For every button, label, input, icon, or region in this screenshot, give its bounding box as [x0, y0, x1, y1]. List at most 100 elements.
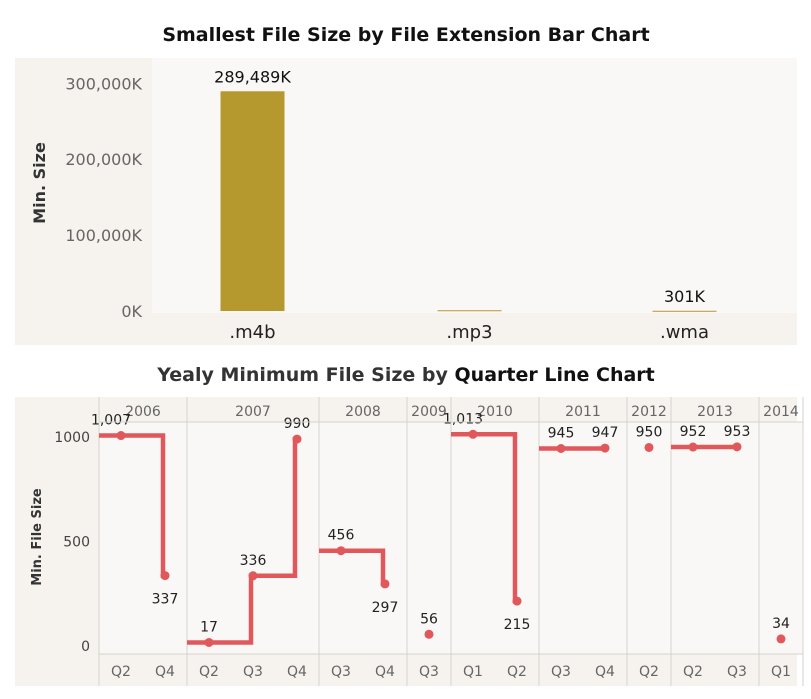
line-data-label: 945 [548, 425, 575, 441]
line-data-label: 56 [420, 611, 438, 627]
bar-chart: Smallest File Size by File Extension Bar… [15, 24, 797, 345]
year-plot-area [626, 421, 672, 655]
year-header-label: 2010 [477, 404, 513, 420]
line-chart-title: Yealy Minimum File Size by Quarter Line … [156, 364, 655, 386]
line-data-label: 953 [724, 424, 751, 440]
quarter-tick-label: Q2 [683, 664, 703, 680]
line-chart-title-prefix: Yealy Minimum File Size by [156, 364, 454, 386]
year-pane-2013: 2013 952 Q2 953 Q3 [670, 397, 760, 686]
line-point [248, 571, 258, 581]
quarter-tick-label: Q3 [331, 664, 351, 680]
year-plot-area [538, 421, 628, 655]
year-header-label: 2014 [763, 404, 799, 420]
quarter-tick-label: Q2 [111, 664, 131, 680]
line-point [424, 629, 434, 639]
bar-chart-title: Smallest File Size by File Extension Bar… [162, 24, 649, 46]
line-data-label: 297 [372, 600, 399, 616]
line-point [116, 431, 126, 441]
bar-y-ticks: 0K 100,000K 200,000K 300,000K [65, 74, 142, 321]
line-chart: Yealy Minimum File Size by Quarter Line … [15, 364, 804, 686]
line-data-label: 990 [284, 416, 311, 432]
year-header-label: 2009 [411, 404, 447, 420]
year-pane-2011: 2011 945 Q3 947 Q4 [538, 397, 628, 686]
line-point [600, 443, 610, 453]
bar-x-ticks: .m4b .mp3 .wma [229, 322, 709, 343]
bar-marks: 289,489K 301K [214, 67, 717, 312]
quarter-tick-label: Q2 [507, 664, 527, 680]
quarter-tick-label: Q4 [375, 664, 395, 680]
quarter-tick-label: Q3 [551, 664, 571, 680]
line-y-ticks: 0 500 1000 [54, 430, 90, 655]
line-data-label: 1,013 [443, 411, 483, 427]
quarter-tick-label: Q2 [199, 664, 219, 680]
line-point [556, 443, 566, 453]
line-data-label: 952 [680, 424, 707, 440]
quarter-tick-label: Q4 [595, 664, 615, 680]
quarter-tick-label: Q1 [771, 664, 791, 680]
quarter-tick-label: Q3 [419, 664, 439, 680]
line-y-axis-label: Min. File Size [30, 488, 45, 586]
bar-y-tick-label: 100,000K [65, 226, 142, 245]
line-data-label: 337 [152, 592, 179, 608]
quarter-tick-label: Q3 [243, 664, 263, 680]
line-data-label: 336 [240, 553, 267, 569]
line-data-label: 34 [772, 616, 790, 632]
bar-x-tick-label: .m4b [229, 322, 275, 343]
year-pane-2007: 2007 17 Q2 336 Q3 990 Q4 [186, 397, 320, 686]
year-pane-2014: 2014 34 Q1 [758, 397, 804, 686]
year-header-label: 2013 [697, 404, 733, 420]
bar-value-label: 289,489K [214, 67, 291, 86]
line-y-tick-label: 1000 [54, 430, 90, 446]
bar-mp3 [437, 310, 502, 312]
line-point [776, 634, 786, 644]
year-plot-area [98, 421, 188, 655]
year-header-label: 2008 [345, 404, 381, 420]
line-point [336, 546, 346, 556]
line-y-tick-label: 500 [63, 535, 90, 551]
bar-wma [652, 310, 717, 312]
line-point [204, 637, 214, 647]
line-point [160, 571, 170, 581]
bar-y-tick-label: 300,000K [65, 74, 142, 93]
year-header-label: 2012 [631, 404, 667, 420]
year-plot-area [758, 421, 804, 655]
line-data-label: 17 [200, 619, 218, 635]
bar-x-tick-label: .mp3 [446, 322, 492, 343]
quarter-tick-label: Q2 [639, 664, 659, 680]
bar-value-label: 301K [664, 287, 706, 306]
year-pane-2009: 2009 56 Q3 [406, 397, 452, 686]
year-pane-2008: 2008 456 Q3 297 Q4 [318, 397, 408, 686]
year-header-label: 2011 [565, 404, 601, 420]
line-point [292, 434, 302, 444]
year-plot-area [406, 421, 452, 655]
quarter-tick-label: Q4 [287, 664, 307, 680]
line-y-tick-label: 0 [81, 639, 90, 655]
line-data-label: 950 [636, 424, 663, 440]
line-chart-title-suffix: Quarter Line Chart [455, 364, 655, 386]
year-header-label: 2007 [235, 404, 271, 420]
line-point [644, 442, 654, 452]
line-point [512, 596, 522, 606]
bar-m4b [220, 91, 285, 311]
bar-y-tick-label: 0K [121, 302, 142, 321]
year-pane-2012: 2012 950 Q2 [626, 397, 672, 686]
quarter-tick-label: Q3 [727, 664, 747, 680]
line-point [688, 442, 698, 452]
quarter-tick-label: Q4 [155, 664, 175, 680]
line-data-label: 215 [504, 617, 531, 633]
line-point [380, 579, 390, 589]
bar-y-tick-label: 200,000K [65, 150, 142, 169]
year-plot-area [670, 421, 760, 655]
line-point [732, 442, 742, 452]
quarter-tick-label: Q1 [463, 664, 483, 680]
line-data-label: 456 [328, 528, 355, 544]
year-header-label: 2006 [125, 404, 161, 420]
bar-y-axis-label: Min. Size [30, 142, 49, 224]
line-data-label: 947 [592, 425, 619, 441]
bar-x-tick-label: .wma [660, 322, 709, 343]
line-data-label: 1,007 [91, 413, 131, 429]
line-point [468, 429, 478, 439]
